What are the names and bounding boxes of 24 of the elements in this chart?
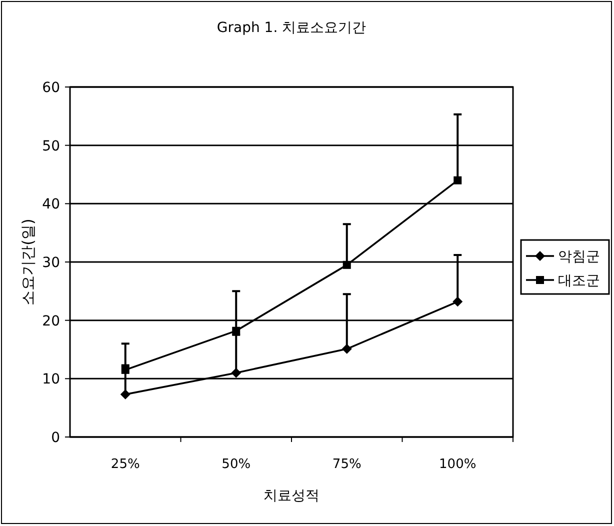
- y-tick-label: 10: [42, 372, 60, 388]
- point: [452, 296, 463, 307]
- x-tick-label: 100%: [439, 457, 476, 472]
- chart-title: Graph 1. 치료소요기간: [216, 20, 366, 36]
- y-tick-label: 20: [42, 313, 60, 330]
- point: [342, 260, 351, 269]
- point: [454, 176, 462, 184]
- point: [342, 344, 352, 354]
- point: [120, 389, 130, 400]
- point: [121, 366, 130, 374]
- legend-label: 대조군: [558, 273, 600, 289]
- y-tick-label: 30: [42, 255, 60, 271]
- x-tick-label: 25%: [110, 457, 140, 472]
- legend-label: 악침군: [558, 249, 600, 265]
- x-tick-label: 75%: [332, 457, 362, 472]
- x-axis-title: 치료성적: [264, 488, 320, 504]
- y-tick-label: 0: [51, 430, 60, 446]
- y-tick-label: 40: [42, 196, 60, 213]
- y-axis-title: 소요기간(일): [19, 218, 37, 306]
- y-tick-label: 60: [42, 80, 60, 96]
- point: [231, 368, 242, 378]
- x-tick-label: 50%: [222, 457, 251, 472]
- y-tick-label: 50: [42, 138, 60, 154]
- point: [232, 326, 240, 335]
